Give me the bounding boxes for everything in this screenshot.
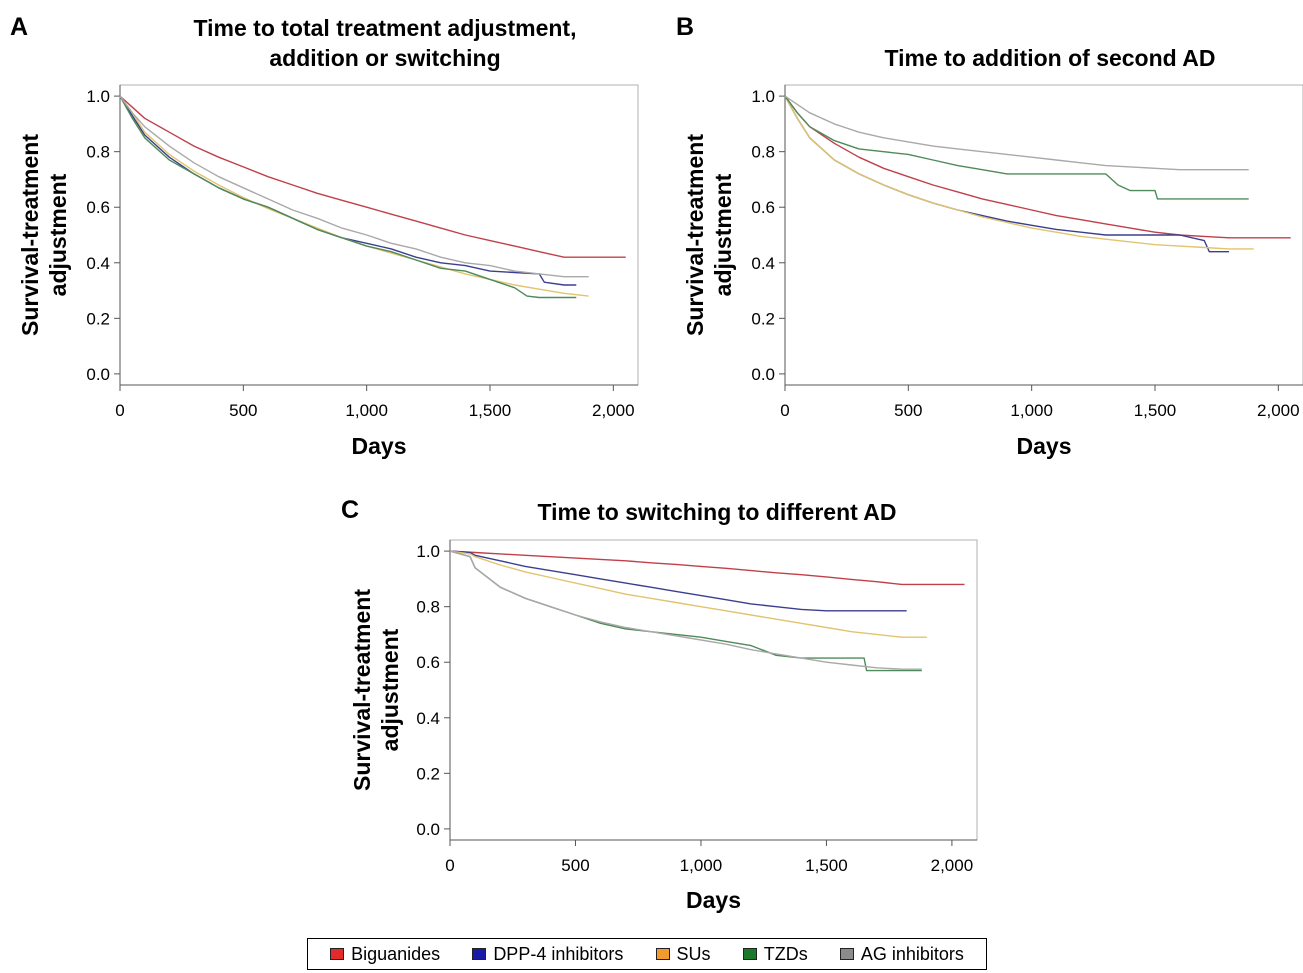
y-tick-label: 0.8 — [751, 143, 775, 162]
y-axis-label: Survival-treatment — [682, 134, 708, 336]
legend-label: DPP-4 inhibitors — [493, 943, 624, 964]
x-tick-label: 2,000 — [592, 401, 635, 420]
y-tick-label: 0.2 — [86, 309, 110, 328]
chart-panel-b: B Time to addition of second AD 0.0 0.2 0.4 0… — [676, 13, 1303, 459]
y-tick-label: 0.4 — [416, 709, 440, 728]
x-tick-label: 500 — [561, 856, 589, 875]
panel-letter: A — [10, 13, 28, 41]
legend-item: SUs — [655, 943, 711, 965]
x-tick-label: 500 — [894, 401, 922, 420]
y-tick-label: 0.2 — [416, 764, 440, 783]
x-tick-label: 0 — [445, 856, 454, 875]
y-axis-label: Survival-treatment — [349, 589, 375, 791]
y-tick-label: 0.6 — [751, 198, 775, 217]
legend-item: TZDs — [742, 943, 808, 965]
series-line-dpp-4-inhibitors — [119, 95, 577, 286]
series-line-sus — [449, 550, 927, 638]
x-tick-label: 2,000 — [931, 856, 974, 875]
series-line-sus — [784, 95, 1254, 250]
x-tick-label: 1,000 — [1010, 401, 1053, 420]
series-line-biguanides — [119, 95, 626, 258]
series-line-sus — [119, 95, 589, 297]
series-line-ag-inhibitors — [784, 95, 1249, 171]
x-tick-label: 1,500 — [805, 856, 848, 875]
y-axis-label: Survival-treatment — [17, 134, 43, 336]
legend-label: TZDs — [763, 943, 808, 964]
series-line-ag-inhibitors — [449, 550, 922, 670]
y-tick-label: 1.0 — [416, 542, 440, 561]
y-tick-label: 0.6 — [416, 653, 440, 672]
legend-swatch — [472, 948, 487, 960]
legend-swatch — [839, 948, 854, 960]
panel-letter: B — [676, 13, 694, 41]
y-axis-label: adjustment — [710, 173, 736, 296]
legend-label: SUs — [676, 943, 711, 964]
x-tick-label: 1,000 — [345, 401, 388, 420]
y-tick-label: 0.0 — [416, 820, 440, 839]
y-axis-label: adjustment — [377, 628, 403, 751]
y-tick-label: 1.0 — [86, 87, 110, 106]
y-axis-label: adjustment — [45, 173, 71, 296]
x-tick-label: 500 — [229, 401, 257, 420]
x-tick-label: 2,000 — [1257, 401, 1300, 420]
legend-item: Biguanides — [330, 944, 440, 965]
legend-swatch — [330, 948, 345, 960]
x-tick-label: 1,500 — [469, 401, 512, 420]
series-line-tzds — [119, 95, 577, 299]
legend-item: DPP-4 inhibitors — [472, 944, 623, 965]
x-axis-label: Days — [352, 433, 407, 459]
plot-frame — [449, 539, 978, 841]
y-tick-label: 0.2 — [751, 309, 775, 328]
x-axis-label: Days — [1017, 433, 1072, 459]
legend-swatch — [742, 948, 757, 960]
chart-panel-a: A Time to total treatment adjustment, addi… — [10, 13, 639, 459]
chart-title: Time to total treatment adjustment, — [194, 15, 577, 41]
legend-item: AG inhibitors — [839, 943, 964, 965]
y-tick-label: 0.8 — [416, 598, 440, 617]
chart-title: addition or switching — [269, 45, 500, 71]
y-tick-label: 0.4 — [86, 254, 110, 273]
series-line-tzds — [784, 95, 1249, 200]
x-axis-label: Days — [686, 887, 741, 913]
series-line-biguanides — [784, 95, 1291, 239]
chart-title: Time to switching to different AD — [537, 499, 896, 525]
legend: Biguanides DPP-4 inhibitors SUs TZDs AG inhi… — [307, 938, 987, 970]
x-tick-label: 1,500 — [1134, 401, 1177, 420]
x-tick-label: 0 — [780, 401, 789, 420]
series-line-ag-inhibitors — [119, 95, 589, 278]
y-tick-label: 0.6 — [86, 198, 110, 217]
y-tick-label: 0.0 — [751, 365, 775, 384]
plot-frame — [119, 84, 639, 386]
series-line-biguanides — [449, 550, 965, 586]
y-tick-label: 1.0 — [751, 87, 775, 106]
legend-label: AG inhibitors — [860, 943, 964, 964]
y-tick-label: 0.4 — [751, 254, 775, 273]
x-tick-label: 0 — [115, 401, 124, 420]
chart-title: Time to addition of second AD — [885, 45, 1216, 71]
legend-label: Biguanides — [351, 943, 441, 964]
y-tick-label: 0.8 — [86, 143, 110, 162]
series-line-dpp-4-inhibitors — [449, 550, 907, 612]
plot-frame — [784, 84, 1303, 386]
chart-panel-c: C Time to switching to different AD 0.0 0.2… — [341, 496, 978, 913]
legend-swatch — [655, 948, 670, 960]
y-tick-label: 0.0 — [86, 365, 110, 384]
panel-letter: C — [341, 496, 359, 524]
x-tick-label: 1,000 — [680, 856, 723, 875]
